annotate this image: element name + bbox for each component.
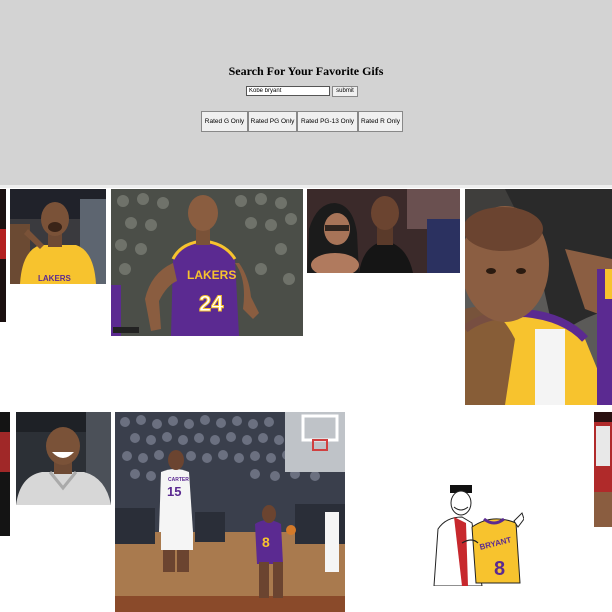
- svg-text:CARTER: CARTER: [168, 477, 189, 483]
- gif-image: [16, 412, 111, 505]
- search-header: Search For Your Favorite Gifs submit Rat…: [0, 0, 612, 185]
- rated-pg13-button[interactable]: Rated PG-13 Only: [297, 111, 358, 132]
- submit-button[interactable]: submit: [332, 86, 358, 97]
- gif-image: [0, 412, 10, 536]
- gif-image: [307, 189, 460, 273]
- gif-kobe-laughing[interactable]: LAKERS: [10, 189, 106, 284]
- page-title: Search For Your Favorite Gifs: [228, 64, 384, 78]
- gif-edge-left-1[interactable]: [0, 189, 6, 322]
- svg-text:15: 15: [167, 484, 181, 499]
- gif-image: LAKERS 24: [111, 189, 303, 336]
- svg-text:8: 8: [494, 558, 505, 580]
- gif-image: LAKERS: [10, 189, 106, 284]
- header-divider: [0, 185, 612, 188]
- gif-cartoon-bryant-8[interactable]: BRYANT 8: [432, 483, 524, 586]
- search-input[interactable]: [246, 86, 330, 96]
- gif-edge-right-2[interactable]: [594, 412, 612, 527]
- gif-image: BRYANT 8: [432, 483, 524, 586]
- gif-image: 15 CARTER 8: [115, 412, 345, 612]
- gif-kobe-24-purple[interactable]: LAKERS 24: [111, 189, 303, 336]
- rated-pg-button[interactable]: Rated PG Only: [248, 111, 297, 132]
- svg-text:24: 24: [199, 291, 224, 316]
- gif-kobe-smiling[interactable]: [16, 412, 111, 505]
- gif-image: [594, 412, 612, 527]
- gif-edge-left-2[interactable]: [0, 412, 10, 536]
- gif-image: [465, 189, 612, 405]
- gif-court-game[interactable]: 15 CARTER 8: [115, 412, 345, 612]
- svg-text:LAKERS: LAKERS: [187, 268, 236, 282]
- gif-kobe-closeup[interactable]: [465, 189, 612, 405]
- rated-g-button[interactable]: Rated G Only: [201, 111, 248, 132]
- svg-text:8: 8: [262, 534, 270, 550]
- svg-text:LAKERS: LAKERS: [38, 274, 72, 283]
- rated-r-button[interactable]: Rated R Only: [358, 111, 403, 132]
- gif-kobe-courtside[interactable]: [307, 189, 460, 273]
- gif-image: [0, 189, 6, 322]
